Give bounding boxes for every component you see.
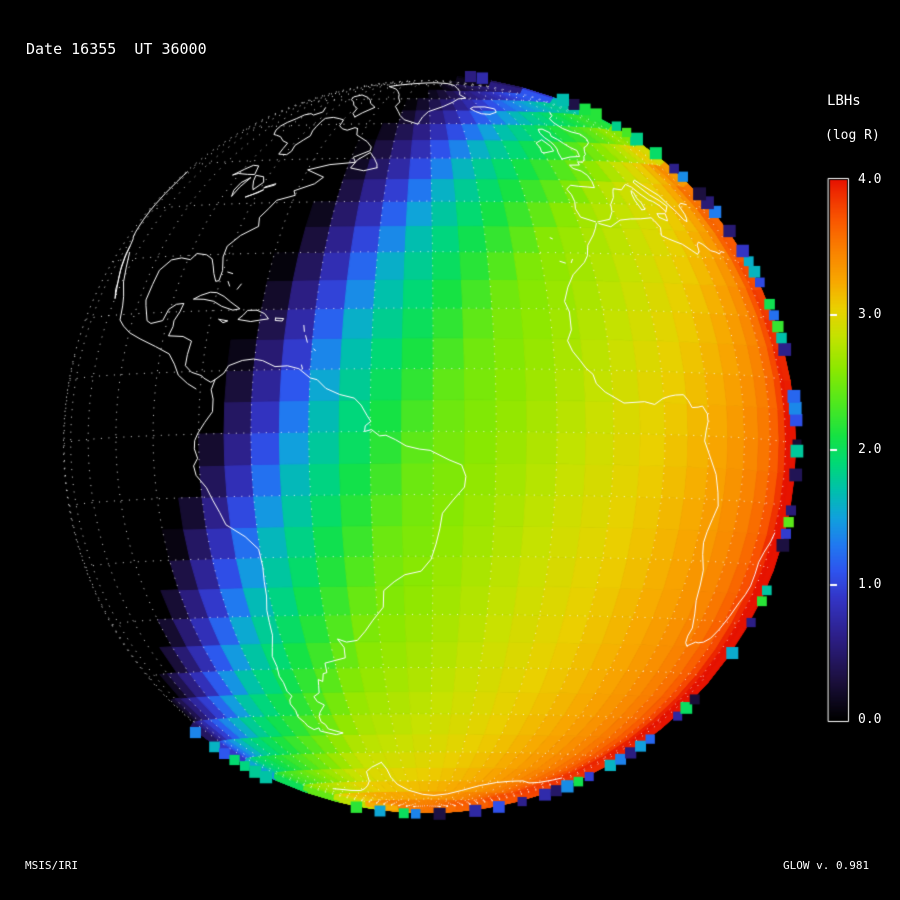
colorbar-title: LBHs <box>827 93 861 109</box>
version-label: GLOW v. 0.981 <box>783 859 870 872</box>
colorbar-tick-label: 4.0 <box>858 172 882 187</box>
model-label: MSIS/IRI <box>25 859 78 872</box>
colorbar-tick-label: 2.0 <box>858 442 882 457</box>
colorbar-tick-label: 1.0 <box>858 577 882 592</box>
date-ut-label: Date 16355 UT 36000 <box>26 40 207 58</box>
colorbar-tick-label: 3.0 <box>858 307 882 322</box>
colorbar-tick-label: 0.0 <box>858 712 882 727</box>
colorbar-units: (log R) <box>825 128 880 143</box>
